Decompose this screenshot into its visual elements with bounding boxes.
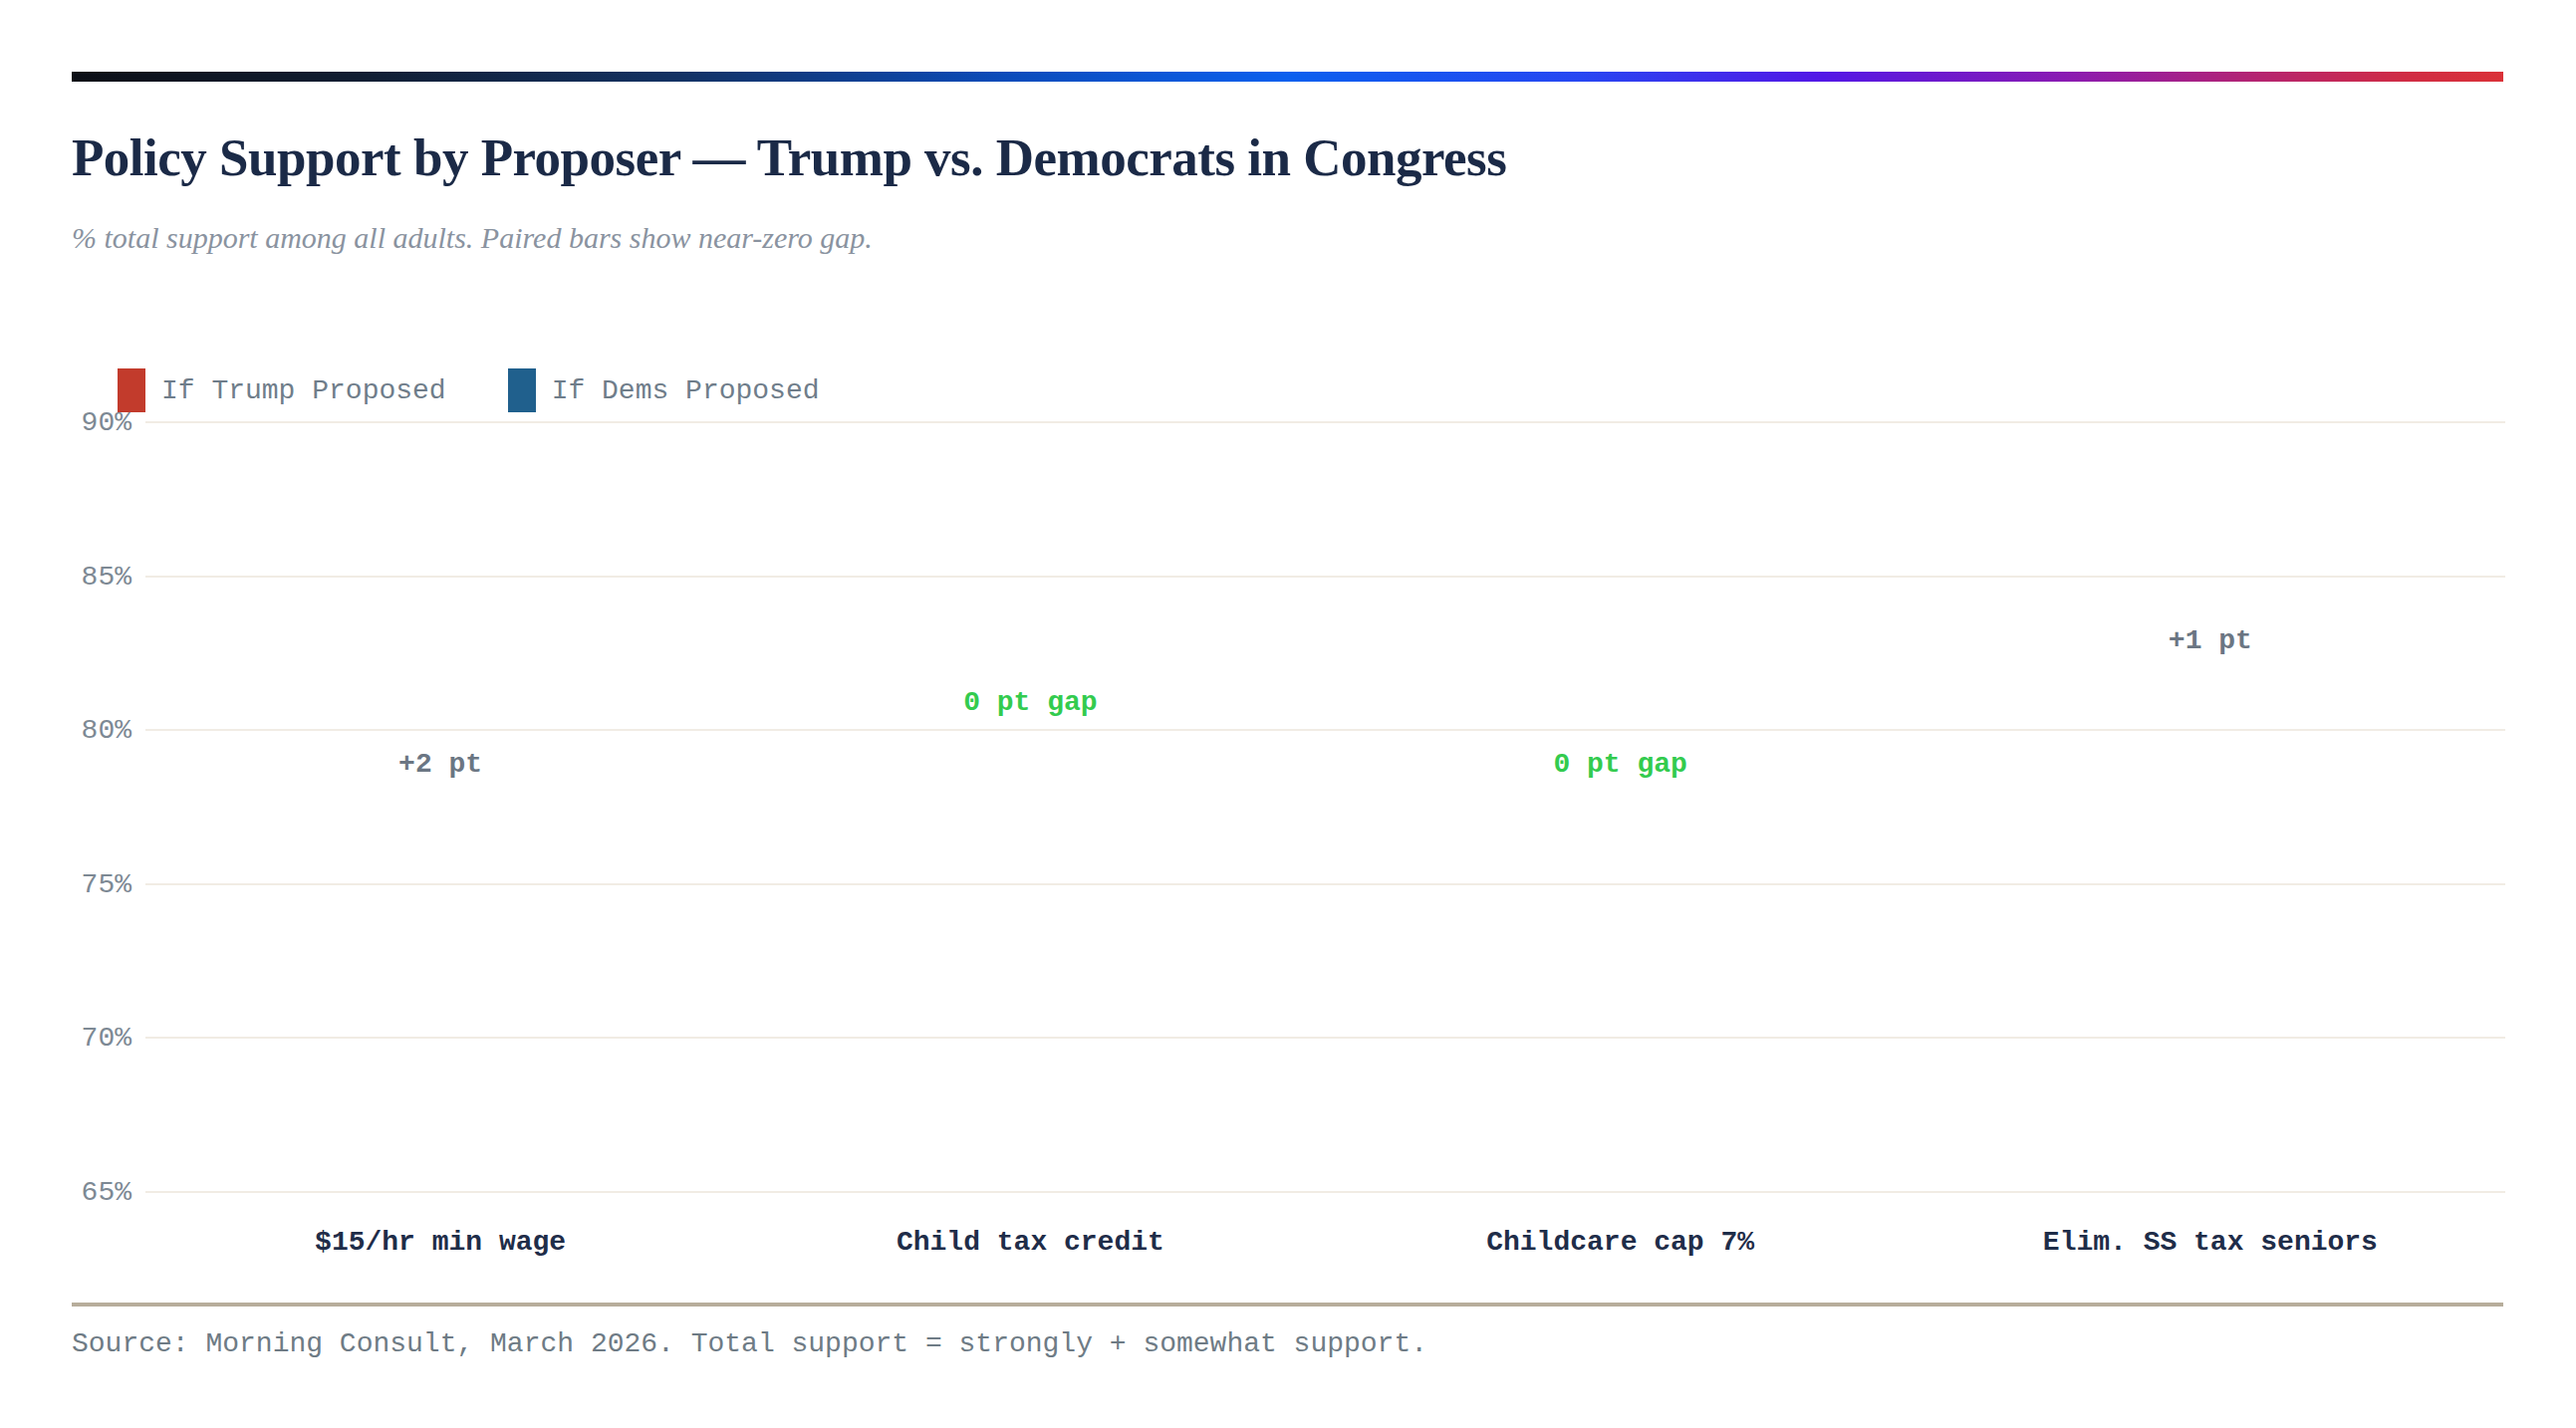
x-category-label-4: Elim. SS tax seniors <box>2043 1227 2378 1258</box>
gap-annotation-3: 0 pt gap <box>1553 749 1686 780</box>
legend-item-dems: If Dems Proposed <box>508 368 820 412</box>
legend-label-dems: If Dems Proposed <box>552 375 820 406</box>
x-category-label-1: $15/hr min wage <box>315 1227 566 1258</box>
y-tick-80: 80% <box>82 715 131 746</box>
trump-color-swatch <box>118 368 145 412</box>
gridline-90 <box>145 421 2505 423</box>
gridline-75 <box>145 883 2505 885</box>
gap-annotation-4: +1 pt <box>2169 625 2252 656</box>
x-axis-category-labels: $15/hr min wage Child tax credit Childcare… <box>145 1227 2505 1267</box>
legend-label-trump: If Trump Proposed <box>161 375 446 406</box>
y-tick-90: 90% <box>82 407 131 438</box>
x-category-label-2: Child tax credit <box>897 1227 1164 1258</box>
page-subtitle: % total support among all adults. Paired… <box>72 221 873 255</box>
top-gradient-rule <box>72 72 2503 82</box>
chart-page: Policy Support by Proposer — Trump vs. D… <box>0 0 2576 1428</box>
plot-area: +2 pt 0 pt gap 0 pt gap +1 pt <box>145 422 2505 1192</box>
x-category-label-3: Childcare cap 7% <box>1486 1227 1754 1258</box>
gap-annotation-2: 0 pt gap <box>963 687 1097 718</box>
source-note: Source: Morning Consult, March 2026. Tot… <box>72 1328 1427 1359</box>
y-tick-65: 65% <box>82 1177 131 1208</box>
y-tick-70: 70% <box>82 1023 131 1054</box>
y-tick-75: 75% <box>82 868 131 899</box>
gap-annotation-1: +2 pt <box>398 749 482 780</box>
y-axis-tick-labels: 90%85%80%75%70%65% <box>56 422 131 1192</box>
gridline-65 <box>145 1191 2505 1193</box>
y-tick-85: 85% <box>82 561 131 592</box>
chart-legend: If Trump Proposed If Dems Proposed <box>118 368 820 412</box>
page-title: Policy Support by Proposer — Trump vs. D… <box>72 127 1506 187</box>
gridline-80 <box>145 729 2505 731</box>
legend-item-trump: If Trump Proposed <box>118 368 446 412</box>
gridline-85 <box>145 576 2505 578</box>
footer-divider <box>72 1303 2503 1307</box>
dems-color-swatch <box>508 368 536 412</box>
gridline-70 <box>145 1037 2505 1039</box>
